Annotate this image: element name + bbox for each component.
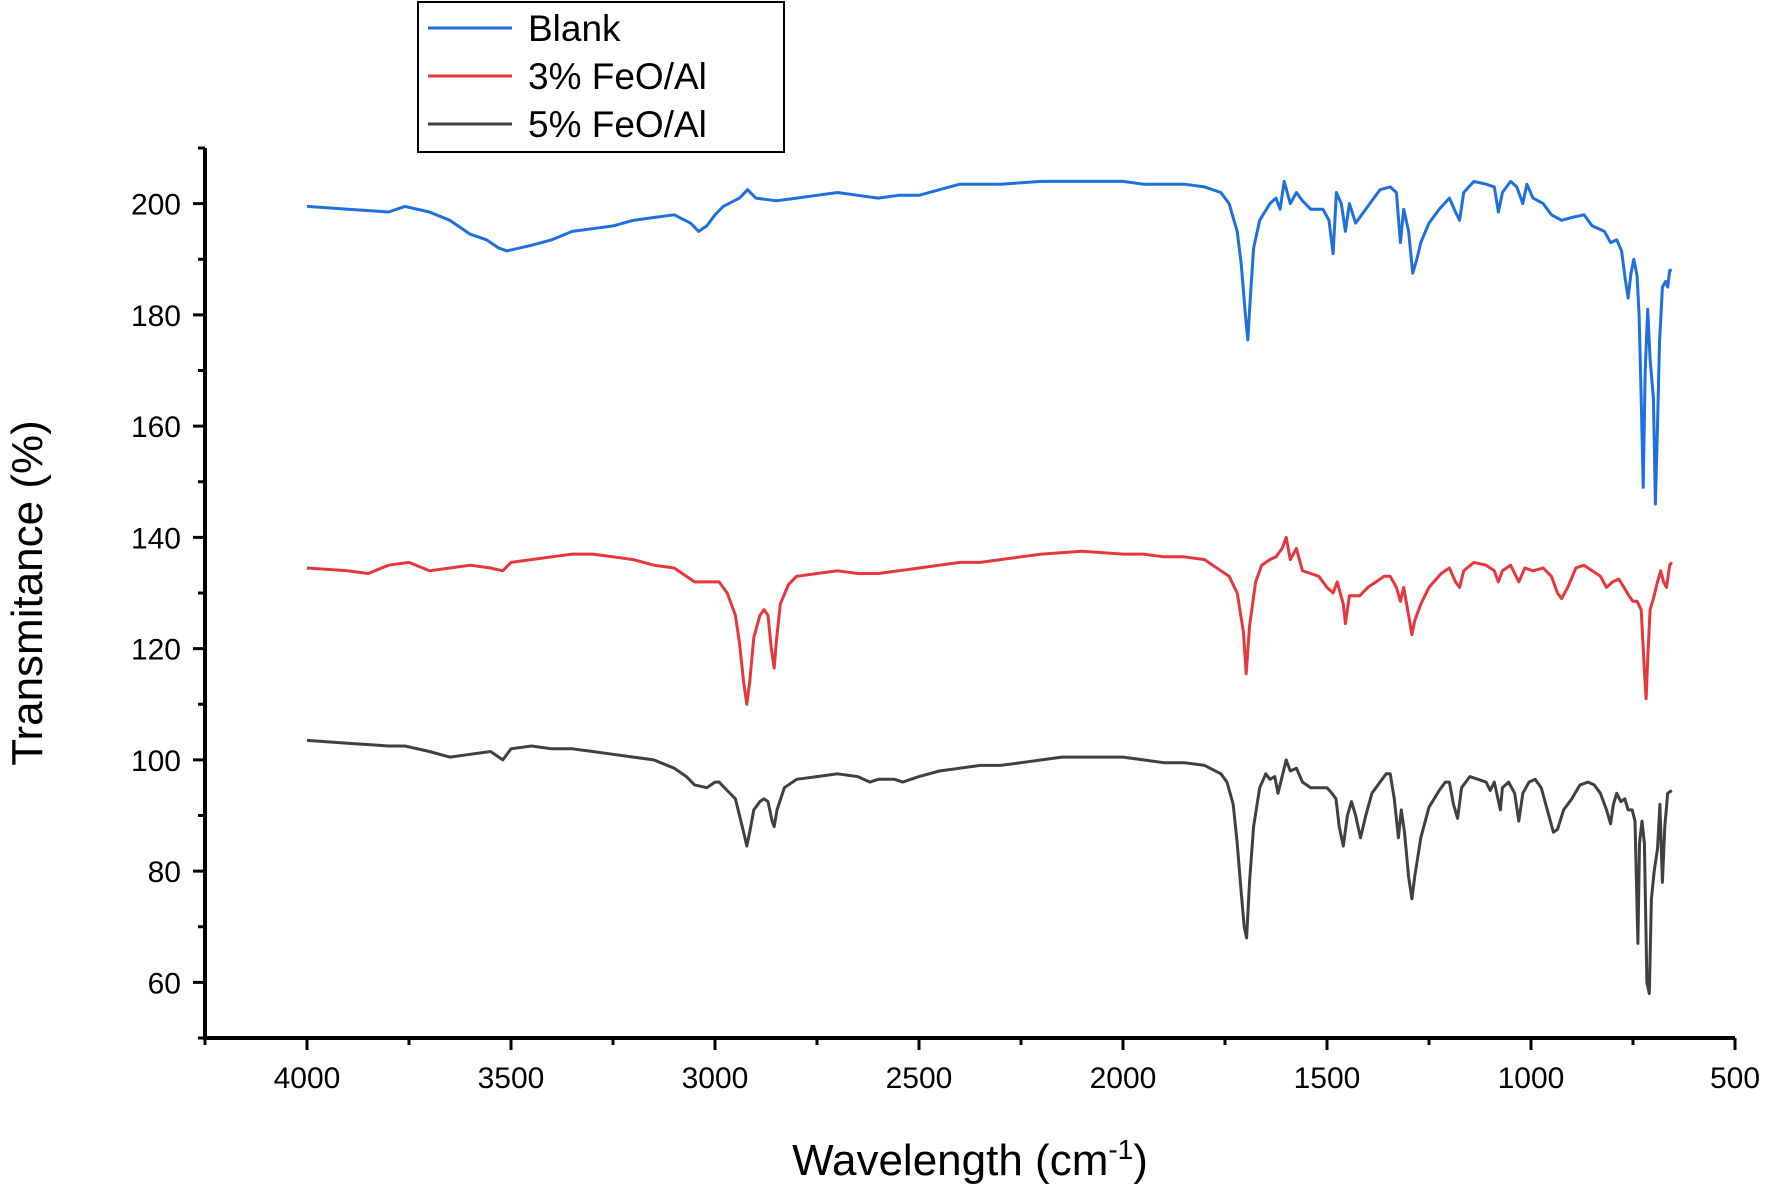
x-tick-label: 3000: [682, 1062, 749, 1095]
x-tick-label: 500: [1710, 1062, 1760, 1095]
legend-label-3: 5% FeO/Al: [528, 104, 707, 145]
y-tick-label: 120: [131, 634, 181, 667]
y-tick-label: 200: [131, 189, 181, 222]
series-line-1: [306, 179, 1672, 506]
y-tick-label: 80: [148, 856, 181, 889]
y-tick-label: 140: [131, 522, 181, 555]
y-axis-title: Transmitance (%): [3, 420, 52, 766]
plot-area: [306, 179, 1673, 995]
x-tick-label: 1000: [1498, 1062, 1565, 1095]
x-tick-label: 4000: [274, 1062, 341, 1095]
y-tick-label: 100: [131, 745, 181, 778]
x-tick-label: 2500: [886, 1062, 953, 1095]
y-tick-label: 160: [131, 411, 181, 444]
legend-label-1: Blank: [528, 8, 621, 49]
x-tick-label: 3500: [478, 1062, 545, 1095]
x-axis-title-suffix: ): [1133, 1136, 1148, 1185]
x-tick-label: 1500: [1294, 1062, 1361, 1095]
legend-label-2: 3% FeO/Al: [528, 56, 707, 97]
legend: Blank 3% FeO/Al 5% FeO/Al: [417, 1, 785, 153]
x-tick-label: 2000: [1090, 1062, 1157, 1095]
axes: 60 80 100 120 140 160 180 200 4000 3500 3000 2500 20…: [3, 146, 1760, 1185]
x-axis-title-main: Wavelength (cm: [792, 1136, 1108, 1185]
x-axis-title: Wavelength (cm-1): [792, 1134, 1148, 1185]
series-line-3: [306, 738, 1673, 995]
y-tick-label: 60: [148, 967, 181, 1000]
y-tick-label: 180: [131, 300, 181, 333]
series-line-2: [306, 535, 1673, 706]
x-axis-title-superscript: -1: [1108, 1134, 1133, 1165]
